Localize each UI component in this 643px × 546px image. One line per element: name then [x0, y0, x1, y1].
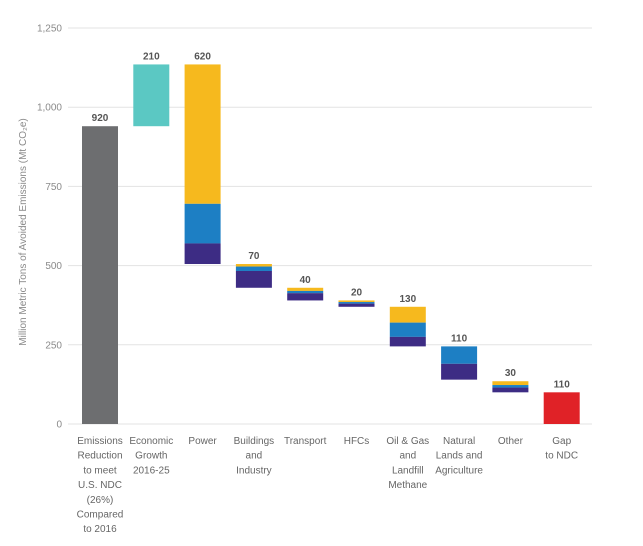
y-tick-label: 0: [56, 420, 62, 431]
data-label: 130: [399, 294, 416, 305]
bar-3: [184, 64, 221, 265]
data-label: 620: [194, 51, 211, 62]
y-axis-ticks: 0 250 500 750 1,000 1,250: [37, 24, 62, 431]
bar-segment-red: [543, 392, 580, 424]
bar-segment-blue: [338, 302, 375, 304]
category-label: Gap to NDC: [545, 436, 578, 462]
category-label: Economic Growth 2016-25: [129, 436, 173, 476]
data-label: 70: [248, 251, 260, 262]
bar-segment-gray: [82, 126, 118, 424]
data-label: 40: [300, 275, 312, 286]
data-labels-layer: 920 210 620 70 40 20 130 110 30 110: [92, 51, 571, 390]
bar-segment-purple: [492, 387, 529, 393]
bar-8: [441, 346, 478, 380]
y-tick-label: 250: [45, 340, 62, 351]
category-labels-layer: Emissions Reduction to meet U.S. NDC (26%) Co…: [77, 436, 578, 535]
bar-segment-yellow: [338, 300, 375, 303]
y-tick-label: 500: [45, 261, 62, 272]
bar-4: [235, 264, 272, 288]
bar-segment-blue: [235, 266, 272, 271]
bar-6: [338, 300, 375, 307]
bar-segment-blue: [287, 290, 324, 294]
y-tick-label: 1,000: [37, 103, 62, 114]
data-label: 110: [554, 379, 571, 390]
bar-segment-purple: [389, 336, 426, 347]
bar-segment-blue: [492, 385, 529, 388]
data-label: 20: [351, 287, 363, 298]
y-axis-title: Million Metric Tons of Avoided Emissions…: [18, 118, 29, 345]
category-label: Oil & Gas and Landfill Methane: [386, 436, 429, 491]
bar-segment-blue: [184, 203, 221, 244]
bar-5: [287, 287, 324, 301]
bar-2: [133, 64, 170, 127]
bar-segment-purple: [184, 243, 221, 265]
bar-segment-yellow: [184, 64, 221, 204]
bar-segment-yellow: [235, 264, 272, 267]
bar-10: [543, 392, 580, 424]
bar-segment-blue: [441, 346, 478, 364]
data-label: 210: [143, 51, 160, 62]
data-label: 920: [92, 113, 109, 124]
bar-7: [389, 306, 426, 347]
bar-segment-yellow: [492, 381, 529, 386]
bar-segment-teal: [133, 64, 170, 127]
bars-layer: [82, 64, 580, 424]
bar-segment-purple: [287, 293, 324, 301]
category-label: Buildings and Industry: [234, 436, 275, 476]
bar-segment-blue: [389, 322, 426, 337]
y-tick-label: 1,250: [37, 24, 62, 35]
bar-9: [492, 381, 529, 393]
bar-segment-purple: [235, 270, 272, 288]
category-label: Power: [188, 436, 217, 447]
bar-segment-purple: [441, 363, 478, 380]
category-label: Natural Lands and Agriculture: [435, 436, 483, 476]
data-label: 30: [505, 368, 517, 379]
bar-segment-yellow: [287, 287, 324, 291]
bar-1: [82, 126, 118, 424]
data-label: 110: [451, 333, 468, 344]
category-label: Transport: [284, 436, 327, 447]
category-label: HFCs: [344, 436, 370, 447]
category-label: Other: [498, 436, 524, 447]
bar-segment-yellow: [389, 306, 426, 323]
category-label: Emissions Reduction to meet U.S. NDC (26%) Co…: [77, 436, 124, 535]
bar-segment-purple: [338, 303, 375, 307]
y-tick-label: 750: [45, 182, 62, 193]
